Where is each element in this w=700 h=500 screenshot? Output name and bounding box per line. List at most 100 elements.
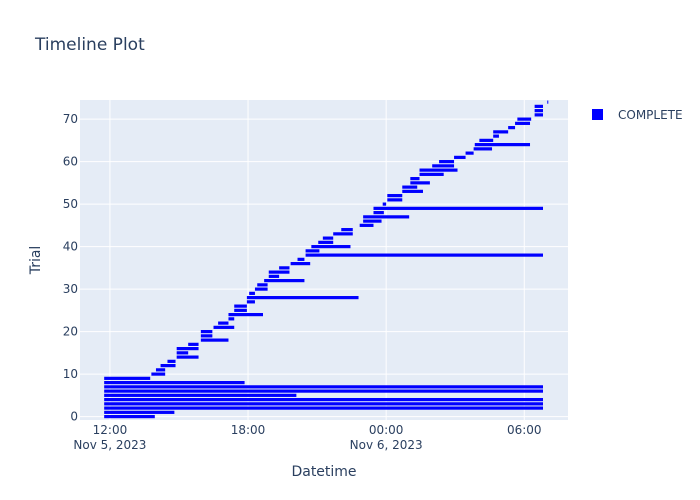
trial-bar-58[interactable] [419, 168, 458, 172]
trial-bar-69[interactable] [515, 121, 531, 125]
trial-bar-19[interactable] [200, 334, 213, 338]
trial-bar-51[interactable] [387, 198, 403, 202]
trial-bar-49[interactable] [373, 206, 543, 210]
trial-bar-54[interactable] [402, 185, 418, 189]
trial-bar-2[interactable] [104, 406, 544, 410]
trial-bar-53[interactable] [402, 189, 423, 193]
trial-bar-43[interactable] [333, 232, 353, 236]
trial-bar-59[interactable] [432, 164, 455, 168]
trial-bar-21[interactable] [213, 325, 235, 329]
trial-bar-65[interactable] [479, 138, 494, 142]
trial-bar-18[interactable] [200, 338, 229, 342]
x-tick-label-2: 00:00 [369, 423, 404, 437]
plot-area [80, 100, 568, 420]
trial-bar-64[interactable] [474, 143, 531, 147]
trial-bar-61[interactable] [454, 155, 466, 159]
trial-bar-41[interactable] [318, 240, 334, 244]
trial-bar-47[interactable] [363, 215, 410, 219]
trial-bar-66[interactable] [493, 134, 499, 138]
trial-bar-68[interactable] [508, 126, 516, 130]
legend-swatch-complete [592, 109, 603, 120]
trial-bar-44[interactable] [341, 228, 353, 232]
trial-bar-56[interactable] [410, 177, 420, 181]
y-axis-title: Trial [28, 246, 44, 276]
trial-bar-50[interactable] [382, 202, 387, 206]
y-tick-label-0: 0 [70, 410, 78, 424]
trial-bar-48[interactable] [373, 211, 384, 215]
trial-bar-32[interactable] [264, 279, 305, 283]
y-tick-label-6: 60 [63, 155, 78, 169]
trial-bar-7[interactable] [104, 385, 544, 389]
trial-bar-70[interactable] [517, 117, 532, 121]
x-axis-title: Datetime [291, 464, 356, 480]
trial-bar-16[interactable] [176, 347, 199, 351]
trial-bar-1[interactable] [104, 410, 175, 414]
trial-bar-52[interactable] [387, 194, 403, 198]
legend[interactable]: COMPLETE [592, 108, 683, 122]
trial-bar-33[interactable] [268, 274, 280, 278]
trial-bar-72[interactable] [534, 109, 543, 113]
y-tick-label-3: 30 [63, 282, 78, 296]
trial-bar-40[interactable] [311, 245, 351, 249]
y-tick-label-2: 20 [63, 325, 78, 339]
trial-bar-67[interactable] [493, 130, 509, 134]
trial-bar-30[interactable] [254, 287, 268, 291]
trial-bar-35[interactable] [279, 266, 290, 270]
trial-bar-38[interactable] [305, 253, 543, 257]
trial-bar-5[interactable] [104, 393, 297, 397]
trial-bar-55[interactable] [410, 181, 430, 185]
trial-bar-29[interactable] [249, 291, 255, 295]
trial-bar-23[interactable] [228, 317, 235, 321]
trial-bar-42[interactable] [322, 236, 334, 240]
trial-bar-57[interactable] [419, 172, 444, 176]
trial-bar-10[interactable] [151, 372, 166, 376]
trial-bar-0[interactable] [104, 415, 155, 419]
trial-bar-39[interactable] [305, 249, 320, 253]
x-tick-date-2: Nov 6, 2023 [350, 438, 423, 452]
trial-bars [104, 100, 549, 419]
trial-bar-11[interactable] [155, 368, 166, 372]
trial-bar-13[interactable] [167, 359, 176, 363]
y-axis-ticks: 0 10 20 30 40 50 60 70 [63, 112, 78, 423]
chart-title: Timeline Plot [34, 35, 145, 55]
x-tick-date-0: Nov 5, 2023 [73, 438, 146, 452]
trial-bar-63[interactable] [473, 147, 493, 151]
trial-bar-62[interactable] [465, 151, 474, 155]
trial-bar-28[interactable] [246, 296, 359, 300]
trial-bar-31[interactable] [257, 283, 268, 287]
x-tick-label-0: 12:00 [93, 423, 128, 437]
trial-bar-20[interactable] [200, 330, 213, 334]
trial-bar-6[interactable] [104, 389, 544, 393]
x-tick-label-3: 06:00 [507, 423, 542, 437]
trial-bar-3[interactable] [104, 402, 544, 406]
trial-bar-15[interactable] [176, 351, 189, 355]
trial-bar-14[interactable] [176, 355, 199, 359]
x-tick-label-1: 18:00 [231, 423, 266, 437]
trial-bar-74[interactable] [547, 100, 549, 104]
y-tick-label-5: 50 [63, 197, 78, 211]
trial-bar-34[interactable] [268, 270, 290, 274]
legend-label-complete: COMPLETE [618, 108, 683, 122]
trial-bar-4[interactable] [104, 398, 544, 402]
y-tick-label-4: 40 [63, 240, 78, 254]
trial-bar-45[interactable] [359, 223, 374, 227]
trial-bar-22[interactable] [218, 321, 229, 325]
trial-bar-9[interactable] [104, 376, 151, 380]
trial-bar-8[interactable] [104, 381, 245, 385]
trial-bar-36[interactable] [290, 262, 311, 266]
trial-bar-12[interactable] [160, 364, 176, 368]
trial-bar-60[interactable] [439, 160, 455, 164]
trial-bar-27[interactable] [246, 300, 255, 304]
trial-bar-26[interactable] [234, 304, 247, 308]
trial-bar-24[interactable] [228, 313, 263, 317]
trial-bar-46[interactable] [363, 219, 382, 223]
trial-bar-37[interactable] [297, 257, 305, 261]
trial-bar-73[interactable] [534, 104, 543, 108]
trial-bar-17[interactable] [188, 342, 199, 346]
trial-bar-25[interactable] [234, 308, 247, 312]
y-tick-label-1: 10 [63, 367, 78, 381]
trial-bar-71[interactable] [534, 113, 543, 117]
y-tick-label-7: 70 [63, 112, 78, 126]
